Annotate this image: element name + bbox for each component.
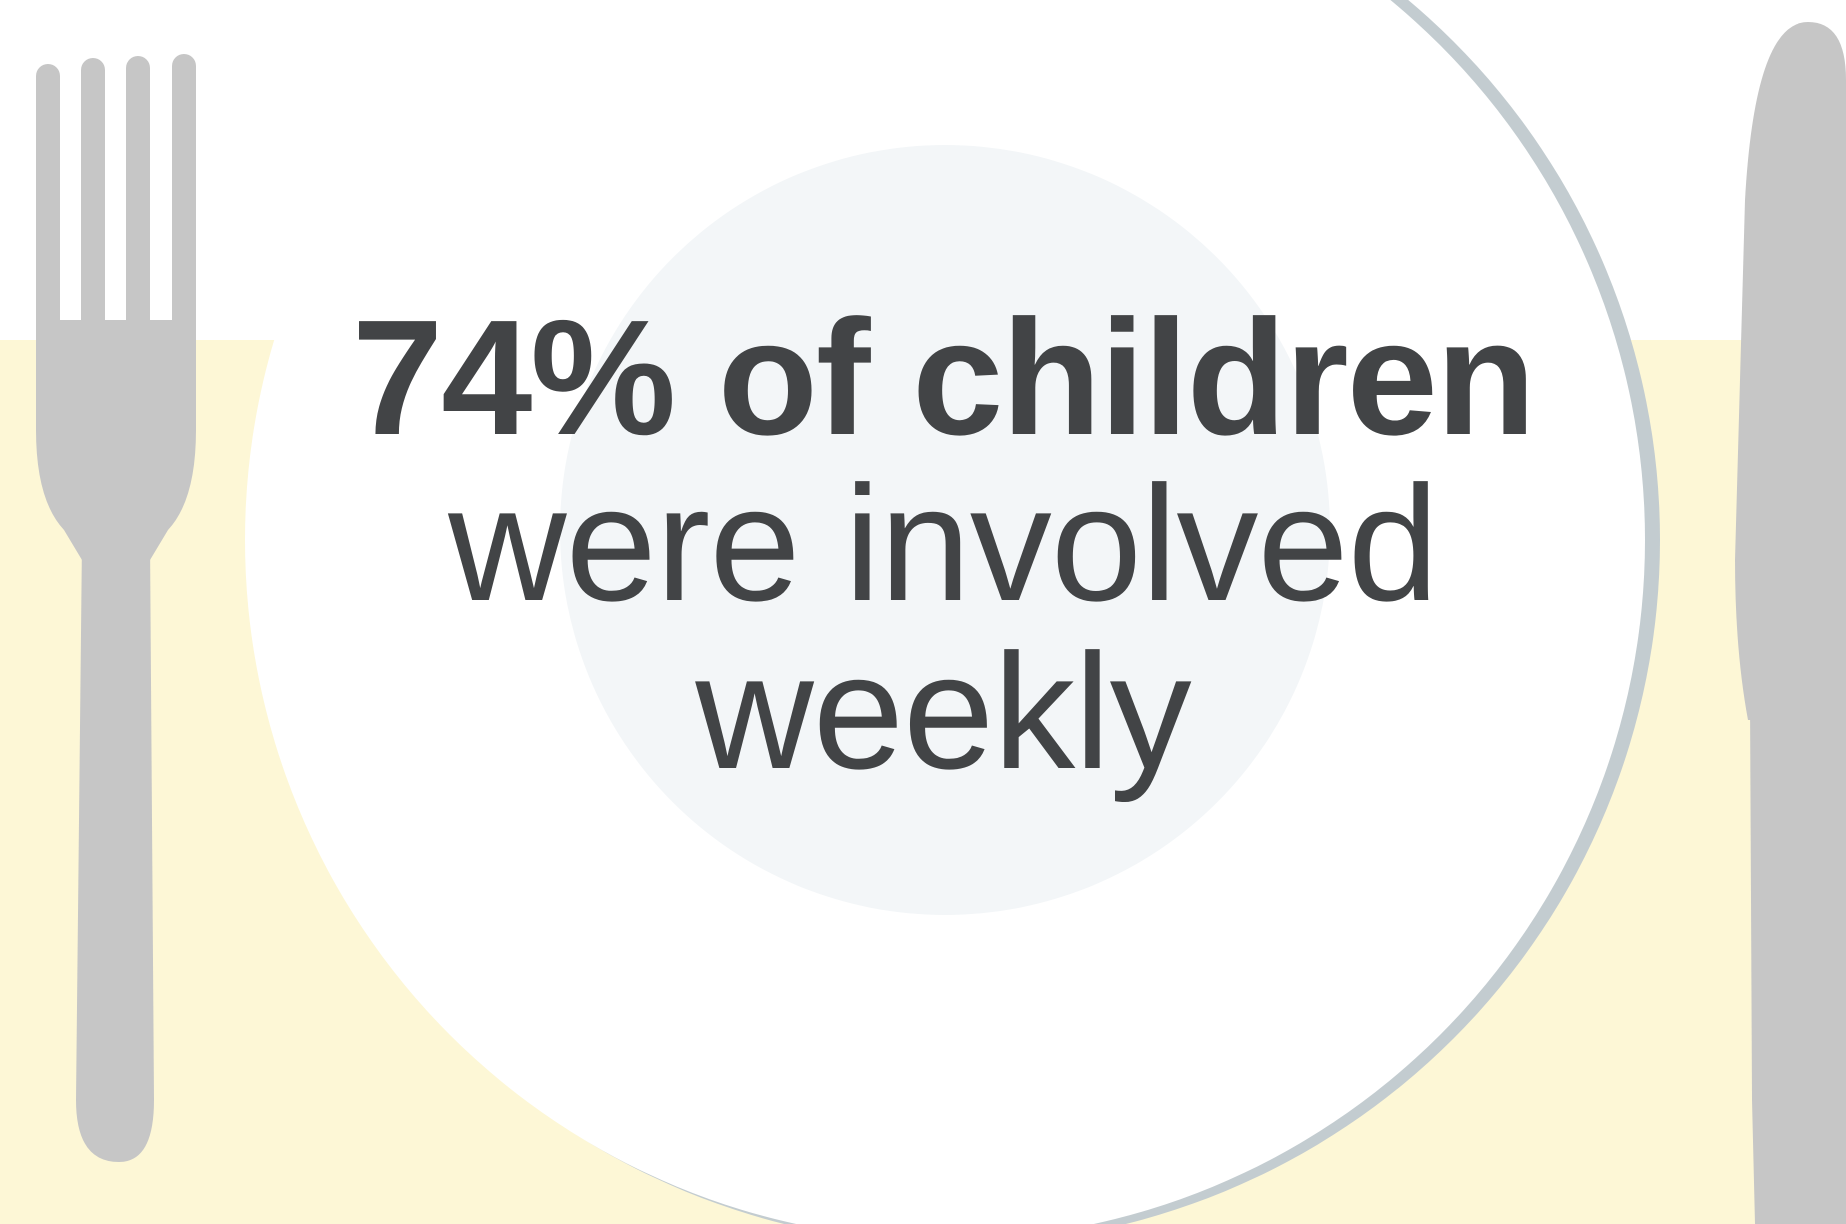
- statistic-message: 74% of children were involved weekly: [323, 295, 1563, 796]
- statistic-subline-2: weekly: [695, 620, 1191, 803]
- fork-tine: [172, 54, 196, 354]
- fork-head: [36, 320, 196, 560]
- fork-icon: [36, 54, 196, 1162]
- fork-handle: [76, 540, 154, 1162]
- knife-icon: [1735, 22, 1846, 1224]
- plate-center: [560, 145, 1330, 915]
- plate-icon: [245, 0, 1660, 1224]
- knife-blade: [1735, 22, 1846, 720]
- statistic-headline: 74% of children: [351, 286, 1536, 469]
- knife-handle: [1750, 700, 1846, 1224]
- fork-tine: [126, 56, 150, 354]
- fork-tine: [81, 58, 105, 354]
- statistic-subline-1: were involved: [448, 452, 1439, 635]
- fork-tine: [36, 64, 60, 354]
